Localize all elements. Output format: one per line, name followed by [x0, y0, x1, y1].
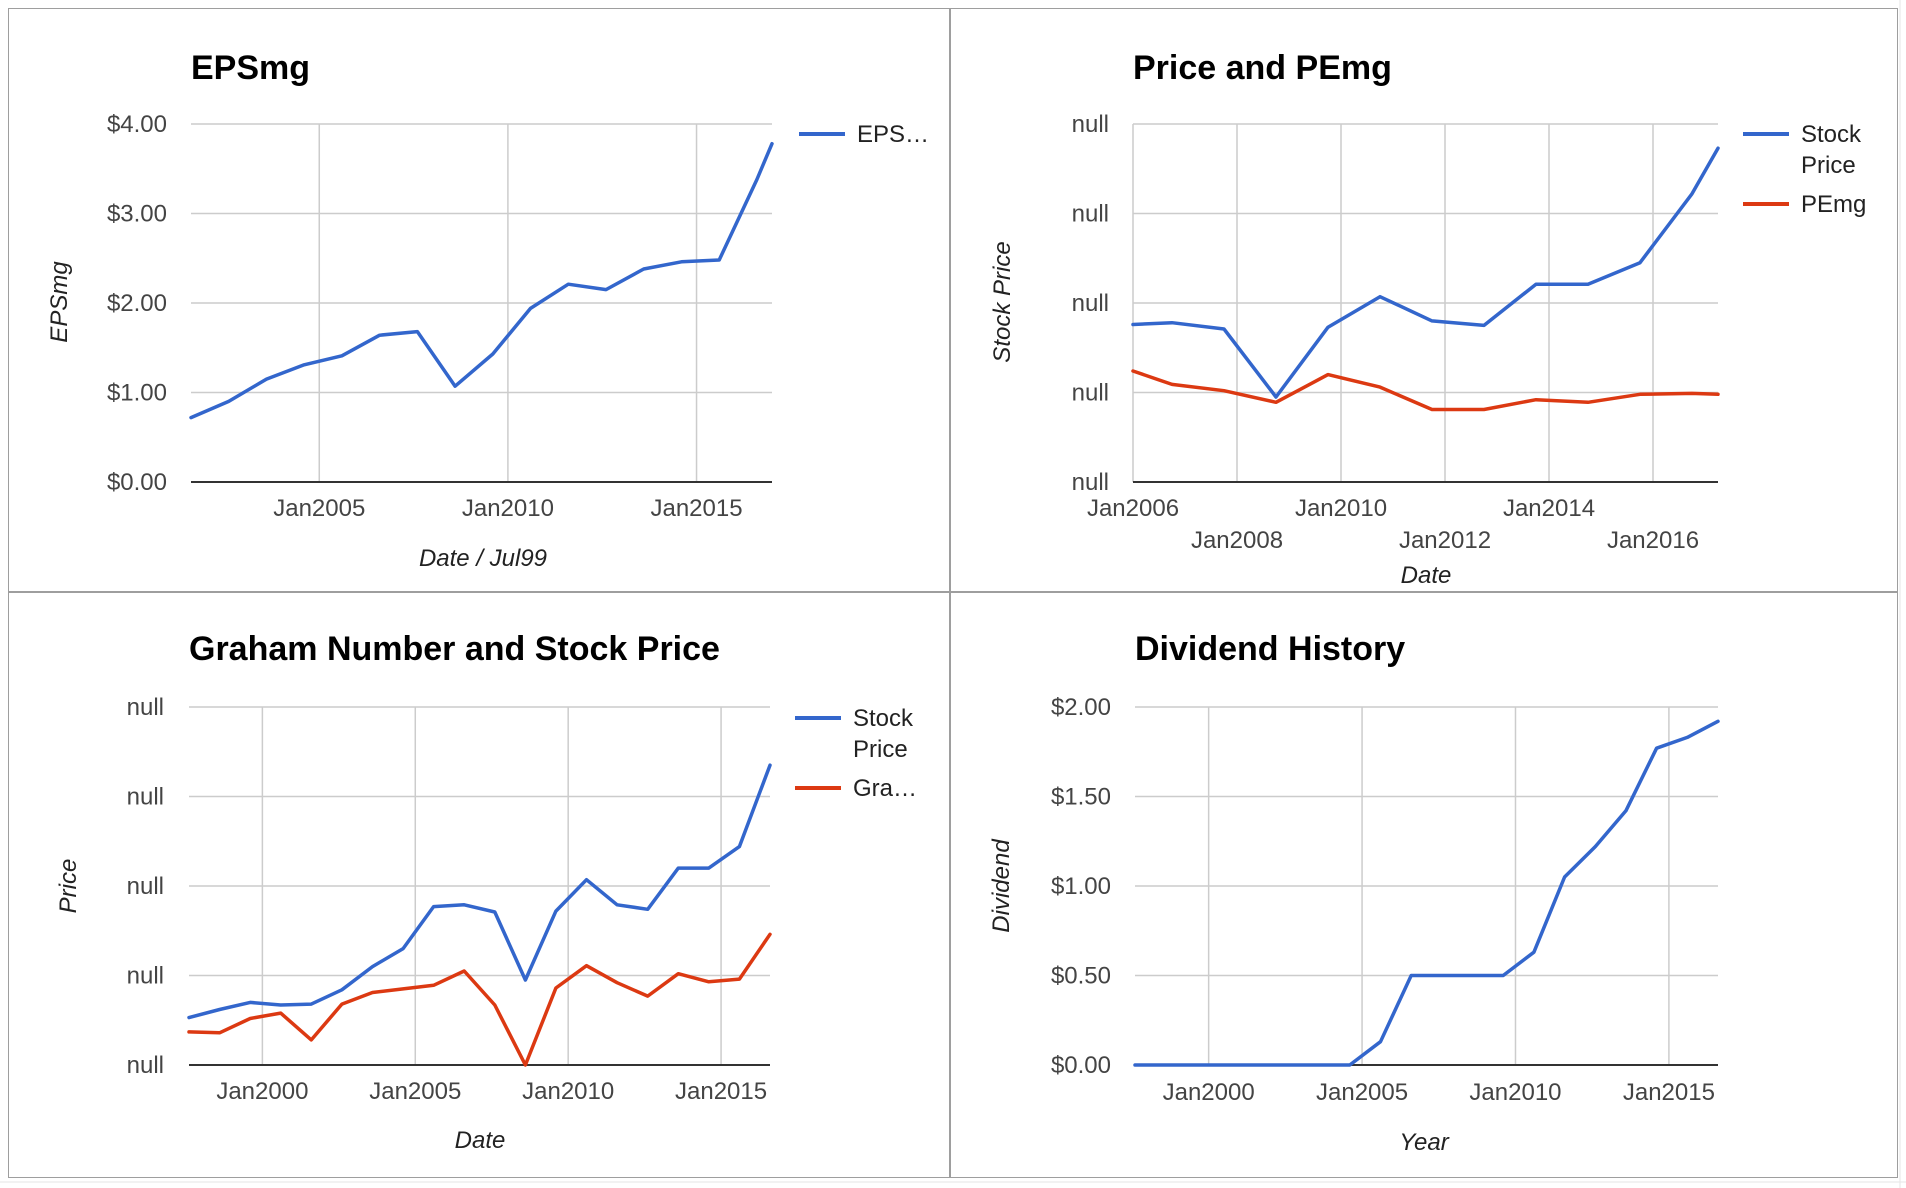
- series-line-stock-price: [187, 763, 772, 1020]
- x-tick-label: Jan2015: [650, 495, 742, 522]
- x-tick-label: Jan2015: [1623, 1079, 1715, 1106]
- y-tick-label: $0.00: [1051, 1052, 1111, 1079]
- chart-title: Dividend History: [1135, 630, 1405, 668]
- y-tick-label: null: [1072, 469, 1109, 496]
- x-axis-title: Date: [1401, 562, 1452, 589]
- x-tick-label: Jan2014: [1503, 495, 1595, 522]
- x-tick-label: Jan2006: [1087, 495, 1179, 522]
- gridlines: [191, 123, 772, 482]
- legend-item[interactable]: EPS…: [799, 121, 929, 148]
- legend-item[interactable]: PEmg: [1743, 191, 1866, 218]
- series-line-pemg: [1131, 369, 1720, 412]
- y-tick-label: $0.00: [107, 469, 167, 496]
- epsmg-chart: EPSmg Date / Jul99 EPSmg $0.00 $1.00 $2.00…: [46, 49, 929, 572]
- chart-panel-graham: Graham Number and Stock Price Date Price…: [8, 592, 950, 1178]
- x-tick-label: Jan2005: [273, 495, 365, 522]
- x-tick-label: Jan2008: [1191, 527, 1283, 554]
- x-tick-label: Jan2010: [522, 1078, 614, 1105]
- y-axis-title: Dividend: [988, 839, 1015, 933]
- x-axis-title: Year: [1399, 1129, 1449, 1156]
- chart-panel-epsmg: EPSmg Date / Jul99 EPSmg $0.00 $1.00 $2.00…: [8, 8, 950, 592]
- chart-title: Graham Number and Stock Price: [189, 630, 720, 668]
- x-tick-label: Jan2000: [216, 1078, 308, 1105]
- y-tick-label: null: [1072, 201, 1109, 228]
- chart-panel-price-pemg: Price and PEmg Date Stock Price null null…: [950, 8, 1898, 592]
- legend-item[interactable]: Stock Price: [1743, 121, 1862, 179]
- graham-chart: Graham Number and Stock Price Date Price…: [55, 630, 917, 1154]
- legend-label: Stock: [853, 705, 914, 732]
- series-line-stock-price: [1131, 146, 1720, 399]
- series-line-gra-: [187, 932, 772, 1067]
- y-tick-label: null: [127, 784, 164, 811]
- y-tick-label: $3.00: [107, 201, 167, 228]
- legend-label: Price: [853, 736, 908, 763]
- y-axis-title: Price: [55, 859, 82, 914]
- legend-item[interactable]: Gra…: [795, 775, 917, 802]
- y-tick-label: $4.00: [107, 111, 167, 138]
- x-tick-label: Jan2000: [1163, 1079, 1255, 1106]
- legend-label: Gra…: [853, 775, 917, 802]
- legend-label: EPS…: [857, 121, 929, 148]
- gridlines: [1135, 706, 1718, 1065]
- y-tick-label: $2.00: [107, 290, 167, 317]
- x-tick-label: Jan2015: [675, 1078, 767, 1105]
- x-tick-label: Jan2010: [462, 495, 554, 522]
- legend-item[interactable]: Stock Price: [795, 705, 914, 763]
- x-tick-label: Jan2016: [1607, 527, 1699, 554]
- x-tick-label: Jan2012: [1399, 527, 1491, 554]
- dividend-chart: Dividend History Year Dividend $0.00 $0.5…: [988, 630, 1720, 1156]
- series-line-series-0: [189, 141, 774, 420]
- legend-label: Price: [1801, 152, 1856, 179]
- x-tick-label: Jan2010: [1469, 1079, 1561, 1106]
- y-tick-label: $0.50: [1051, 963, 1111, 990]
- series-line-series-0: [1133, 719, 1720, 1067]
- y-tick-label: $1.00: [107, 380, 167, 407]
- y-axis-title: Stock Price: [989, 241, 1016, 362]
- y-tick-label: null: [127, 873, 164, 900]
- x-axis-title: Date: [455, 1127, 506, 1154]
- legend-label: Stock: [1801, 121, 1862, 148]
- y-tick-label: null: [1072, 380, 1109, 407]
- y-axis-title: EPSmg: [46, 261, 73, 343]
- gridlines: [189, 706, 770, 1065]
- chart-title: EPSmg: [191, 49, 310, 87]
- y-tick-label: null: [127, 694, 164, 721]
- y-tick-label: $1.50: [1051, 784, 1111, 811]
- y-tick-label: null: [127, 1052, 164, 1079]
- chart-title: Price and PEmg: [1133, 49, 1392, 87]
- y-tick-label: null: [1072, 111, 1109, 138]
- y-tick-label: $2.00: [1051, 694, 1111, 721]
- y-tick-label: null: [1072, 290, 1109, 317]
- x-axis-title: Date / Jul99: [419, 545, 547, 572]
- y-tick-label: $1.00: [1051, 873, 1111, 900]
- chart-panel-dividend: Dividend History Year Dividend $0.00 $0.5…: [950, 592, 1898, 1178]
- legend-label: PEmg: [1801, 191, 1866, 218]
- x-tick-label: Jan2005: [1316, 1079, 1408, 1106]
- gridlines: [1132, 123, 1718, 482]
- x-tick-label: Jan2010: [1295, 495, 1387, 522]
- y-tick-label: null: [127, 963, 164, 990]
- x-tick-label: Jan2005: [369, 1078, 461, 1105]
- price-pemg-chart: Price and PEmg Date Stock Price null null…: [989, 49, 1866, 589]
